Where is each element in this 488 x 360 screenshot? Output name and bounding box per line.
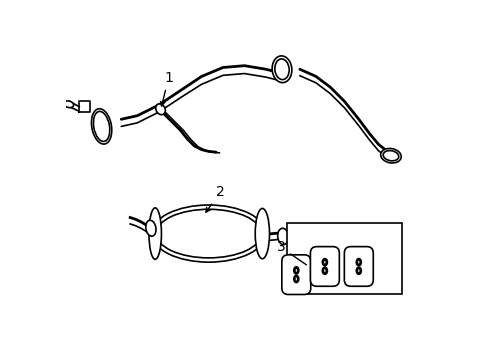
Ellipse shape: [272, 56, 291, 83]
Ellipse shape: [255, 208, 269, 259]
Ellipse shape: [145, 220, 156, 236]
Ellipse shape: [64, 101, 74, 108]
Text: 2: 2: [205, 185, 224, 212]
Ellipse shape: [322, 267, 326, 274]
Ellipse shape: [356, 267, 361, 274]
Ellipse shape: [356, 258, 361, 266]
Ellipse shape: [91, 109, 112, 144]
Ellipse shape: [151, 205, 265, 262]
Ellipse shape: [322, 258, 326, 266]
Ellipse shape: [155, 104, 165, 115]
Ellipse shape: [293, 267, 298, 274]
Text: 3: 3: [276, 240, 306, 265]
FancyBboxPatch shape: [344, 247, 372, 286]
Polygon shape: [80, 102, 90, 112]
FancyBboxPatch shape: [281, 255, 310, 294]
Ellipse shape: [293, 275, 298, 283]
Bar: [287, 223, 401, 294]
FancyBboxPatch shape: [310, 247, 339, 286]
Ellipse shape: [149, 208, 161, 259]
Text: 1: 1: [160, 71, 173, 106]
Ellipse shape: [277, 228, 288, 245]
Ellipse shape: [380, 148, 401, 163]
